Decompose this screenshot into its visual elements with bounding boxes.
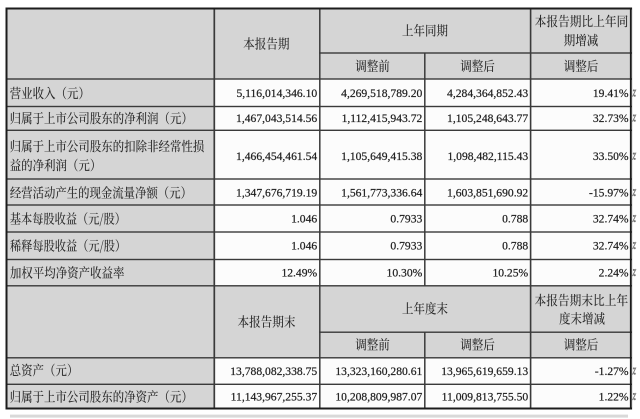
svg-text:10,208,809,987.07: 10,208,809,987.07 (335, 391, 422, 404)
svg-text:4,269,518,789.20: 4,269,518,789.20 (341, 87, 422, 100)
svg-text:1,466,454,461.54: 1,466,454,461.54 (236, 150, 317, 163)
svg-text:11,143,967,255.37: 11,143,967,255.37 (231, 391, 318, 404)
svg-text:10.30%: 10.30% (387, 267, 423, 280)
svg-text:0.788: 0.788 (502, 213, 528, 226)
svg-text:33.50%: 33.50% (593, 150, 629, 163)
svg-text:12.49%: 12.49% (281, 267, 317, 280)
svg-text:4,284,364,852.43: 4,284,364,852.43 (447, 87, 528, 100)
svg-text:1.22%: 1.22% (599, 391, 629, 404)
svg-text:2.24%: 2.24% (599, 267, 629, 280)
svg-text:1,105,649,415.38: 1,105,649,415.38 (341, 150, 422, 163)
svg-text:32.73%: 32.73% (593, 112, 629, 125)
svg-text:1,098,482,115.43: 1,098,482,115.43 (447, 150, 528, 163)
svg-text:13,323,160,280.61: 13,323,160,280.61 (335, 365, 422, 378)
svg-text:1,603,851,690.92: 1,603,851,690.92 (447, 187, 528, 200)
svg-text:0.788: 0.788 (502, 240, 528, 253)
svg-text:1.046: 1.046 (291, 240, 317, 253)
svg-text:1,112,415,943.72: 1,112,415,943.72 (342, 112, 423, 125)
svg-text:11,009,813,755.50: 11,009,813,755.50 (442, 391, 529, 404)
svg-text:32.74%: 32.74% (593, 240, 629, 253)
svg-text:13,965,619,659.13: 13,965,619,659.13 (441, 365, 528, 378)
svg-text:1,561,773,336.64: 1,561,773,336.64 (341, 187, 422, 200)
svg-text:5,116,014,346.10: 5,116,014,346.10 (236, 87, 317, 100)
svg-text:1,347,676,719.19: 1,347,676,719.19 (236, 187, 317, 200)
svg-text:1.046: 1.046 (291, 213, 317, 226)
svg-text:-15.97%: -15.97% (589, 187, 629, 200)
svg-text:1,467,043,514.56: 1,467,043,514.56 (236, 112, 317, 125)
svg-text:10.25%: 10.25% (492, 267, 528, 280)
svg-text:0.7933: 0.7933 (390, 240, 422, 253)
svg-text:1,105,248,643.77: 1,105,248,643.77 (447, 112, 528, 125)
svg-text:32.74%: 32.74% (593, 213, 629, 226)
svg-text:0.7933: 0.7933 (390, 213, 422, 226)
svg-text:-1.27%: -1.27% (595, 365, 629, 378)
svg-text:13,788,082,338.75: 13,788,082,338.75 (230, 365, 317, 378)
svg-text:19.41%: 19.41% (593, 87, 629, 100)
